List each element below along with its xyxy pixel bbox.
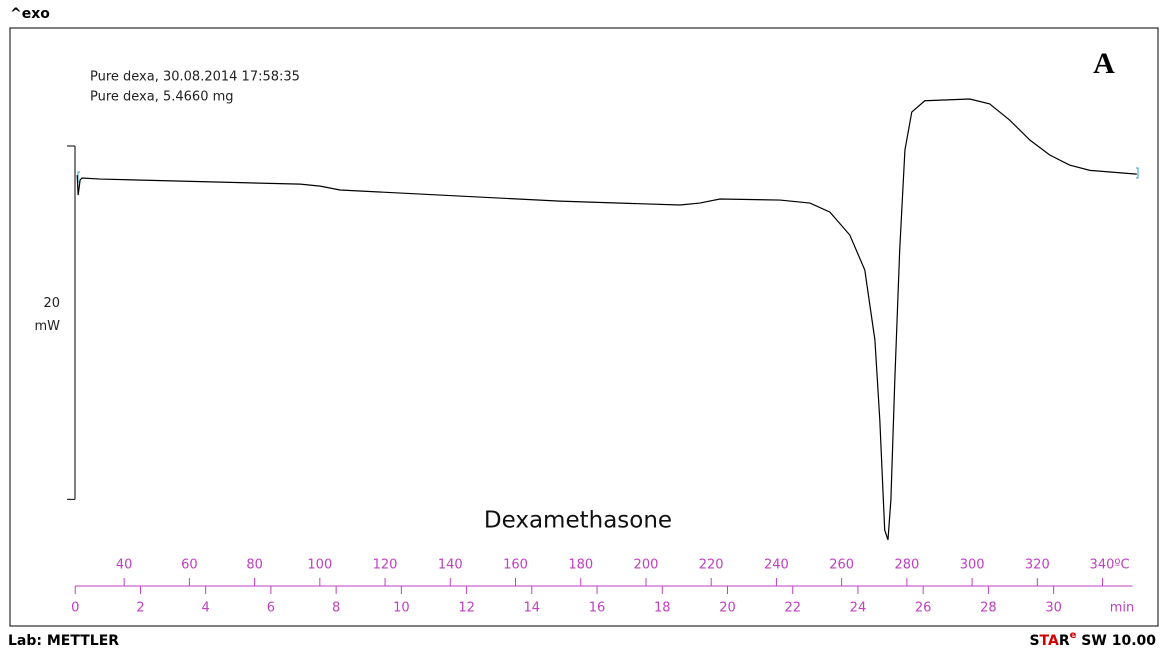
x-tick-label: 12 (458, 601, 475, 616)
software-part: TA (1040, 633, 1059, 649)
x2-tick-label: 140 (438, 558, 463, 573)
software-part: e (1070, 630, 1077, 641)
x-tick-label: 26 (915, 601, 932, 616)
x2-tick-label: 40 (116, 558, 133, 573)
x2-tick-label: 120 (373, 558, 398, 573)
x2-tick-label: 100 (307, 558, 332, 573)
range-bracket (1136, 167, 1139, 179)
x2-tick-label: 80 (246, 558, 263, 573)
x-tick-label: 22 (784, 601, 801, 616)
x-axis-label: min (1110, 601, 1135, 616)
x2-tick-label: 180 (568, 558, 593, 573)
x-tick-label: 20 (719, 601, 736, 616)
x-tick-label: 30 (1045, 601, 1062, 616)
x-tick-label: 0 (71, 601, 79, 616)
software-part: S (1029, 633, 1039, 649)
annotation: Pure dexa, 30.08.2014 17:58:35 (90, 70, 300, 85)
annotation: Pure dexa, 5.4660 mg (90, 90, 234, 105)
x-tick-label: 8 (332, 601, 340, 616)
x-tick-label: 10 (393, 601, 410, 616)
x-tick-label: 28 (980, 601, 997, 616)
x-tick-label: 24 (850, 601, 867, 616)
x2-tick-label: 240 (764, 558, 789, 573)
x2-tick-label: 60 (181, 558, 198, 573)
frame (9, 27, 1159, 627)
x-tick-label: 14 (524, 601, 541, 616)
software-part: R (1059, 633, 1070, 649)
x-tick-label: 18 (654, 601, 671, 616)
software-part: SW 10.00 (1076, 633, 1156, 649)
range-bracket (77, 171, 80, 183)
x2-tick-label: 160 (503, 558, 528, 573)
x-tick-label: 2 (136, 601, 144, 616)
x2-tick-label: 300 (960, 558, 985, 573)
scale-bar-label: 20 (43, 296, 60, 311)
curve (76, 98, 1137, 541)
x2-tick-label: 200 (634, 558, 659, 573)
x2-tick-label: 320 (1025, 558, 1050, 573)
scale-bar-unit: mW (34, 319, 60, 334)
x2-tick-label: 340ºC (1090, 558, 1130, 573)
x-tick-label: 4 (202, 601, 210, 616)
chart-title: Dexamethasone (484, 508, 672, 534)
x-tick-label: 16 (589, 601, 606, 616)
x2-tick-label: 280 (894, 558, 919, 573)
footer-lab: Lab: METTLER (8, 633, 119, 649)
panel-label: A (1093, 47, 1115, 80)
x2-tick-label: 260 (829, 558, 854, 573)
footer-software: STARe SW 10.00 (1029, 630, 1156, 649)
x2-tick-label: 220 (699, 558, 724, 573)
x-tick-label: 6 (267, 601, 275, 616)
exo-label: ^exo (10, 6, 50, 22)
